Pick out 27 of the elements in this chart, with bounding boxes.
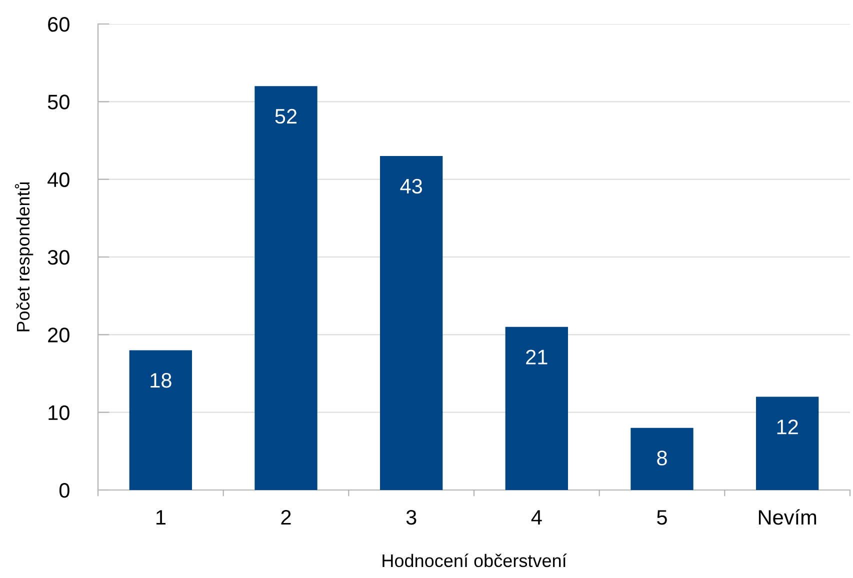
data-label: 12 bbox=[777, 420, 798, 434]
x-tick-label: 1 bbox=[156, 510, 166, 525]
y-tick-label: 50 bbox=[48, 94, 70, 110]
data-label: 8 bbox=[657, 450, 667, 466]
y-tick-label: 60 bbox=[48, 17, 70, 32]
bar bbox=[505, 326, 568, 490]
x-tick-label: 2 bbox=[281, 510, 291, 525]
bar bbox=[129, 350, 192, 490]
y-tick-label: 30 bbox=[48, 250, 70, 265]
bar bbox=[380, 156, 443, 490]
x-tick-label: 5 bbox=[657, 510, 667, 525]
x-tick-label: Nevím bbox=[758, 509, 816, 525]
y-axis-title: Počet respondentů bbox=[14, 182, 34, 332]
x-tick-label: 4 bbox=[531, 510, 542, 525]
bar bbox=[630, 428, 694, 490]
x-tick-label: 3 bbox=[406, 510, 416, 525]
data-label: 21 bbox=[526, 350, 548, 364]
data-label: 52 bbox=[275, 108, 297, 124]
x-axis-title: Hodnocení občerstvení bbox=[382, 554, 567, 568]
data-label: 18 bbox=[150, 372, 172, 388]
data-label: 43 bbox=[400, 178, 422, 194]
y-tick-label: 20 bbox=[48, 328, 70, 342]
y-tick-label: 0 bbox=[59, 483, 70, 498]
bar bbox=[254, 86, 318, 490]
bar bbox=[756, 396, 819, 490]
y-tick-label: 10 bbox=[48, 405, 70, 420]
y-tick-label: 40 bbox=[48, 172, 70, 188]
